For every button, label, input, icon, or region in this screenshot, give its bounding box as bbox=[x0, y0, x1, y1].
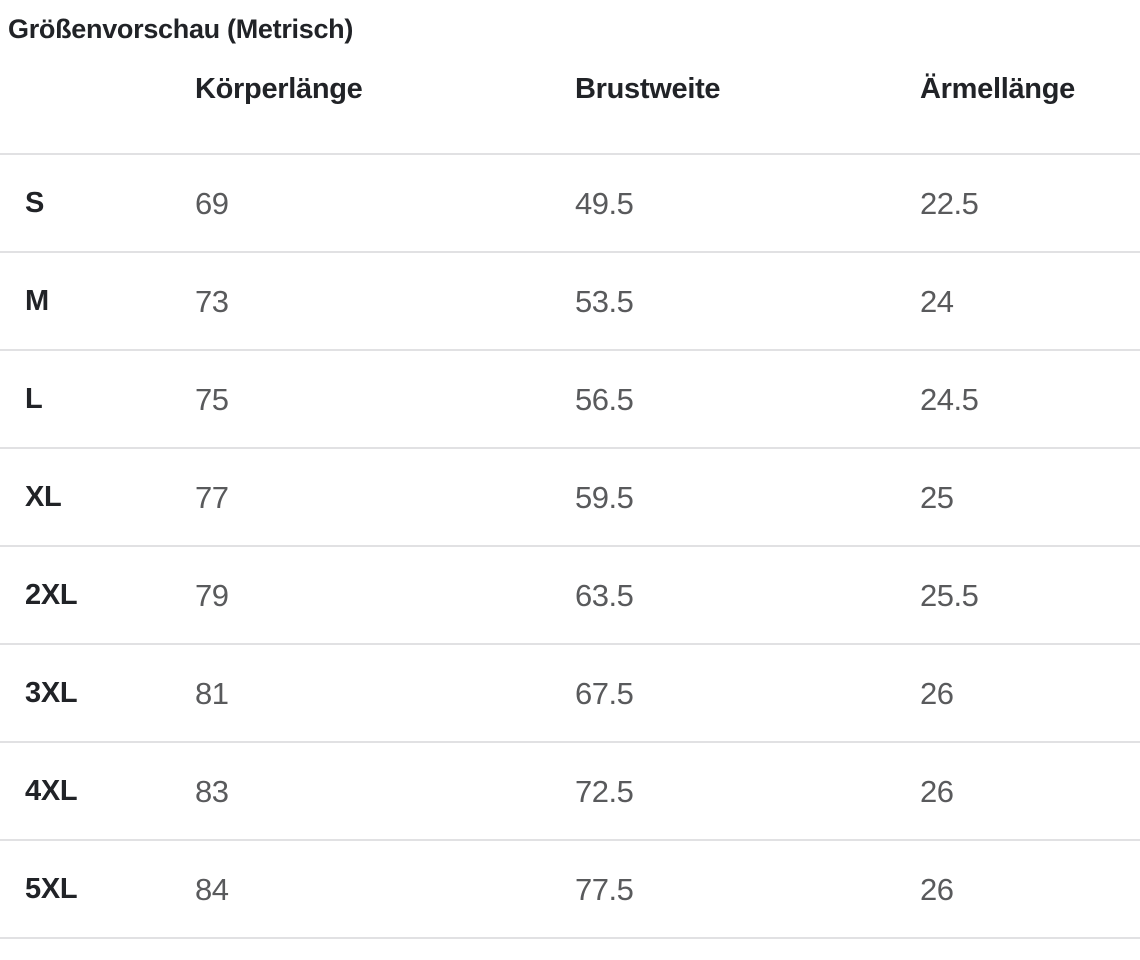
value-cell-sleeve-length: 22.5 bbox=[920, 185, 979, 221]
size-label-cell: 2XL bbox=[25, 578, 78, 611]
value-cell-body-length: 83 bbox=[195, 773, 229, 809]
size-label-cell: M bbox=[25, 284, 49, 317]
value-cell-sleeve-length: 25.5 bbox=[920, 577, 979, 613]
table-row: XL 77 59.5 25 bbox=[0, 449, 1140, 547]
size-label-cell: L bbox=[25, 382, 43, 415]
table-row: S 69 49.5 22.5 bbox=[0, 155, 1140, 253]
value-cell-body-length: 79 bbox=[195, 577, 229, 613]
table-row: 4XL 83 72.5 26 bbox=[0, 743, 1140, 841]
value-cell-body-length: 77 bbox=[195, 479, 229, 515]
table-row: M 73 53.5 24 bbox=[0, 253, 1140, 351]
table-row: 3XL 81 67.5 26 bbox=[0, 645, 1140, 743]
column-header-body-length: Körperlänge bbox=[195, 73, 363, 105]
value-cell-sleeve-length: 26 bbox=[920, 773, 954, 809]
size-table: Körperlänge Brustweite Ärmellänge S 69 4… bbox=[0, 48, 1140, 939]
value-cell-chest-width: 77.5 bbox=[575, 871, 634, 907]
table-header-row: Körperlänge Brustweite Ärmellänge bbox=[0, 48, 1140, 155]
column-header-sleeve-length: Ärmellänge bbox=[920, 73, 1075, 105]
size-label-cell: S bbox=[25, 186, 45, 219]
value-cell-chest-width: 67.5 bbox=[575, 675, 634, 711]
value-cell-sleeve-length: 24.5 bbox=[920, 381, 979, 417]
size-label-cell: 3XL bbox=[25, 676, 78, 709]
value-cell-body-length: 75 bbox=[195, 381, 229, 417]
value-cell-sleeve-length: 25 bbox=[920, 479, 954, 515]
value-cell-sleeve-length: 24 bbox=[920, 283, 954, 319]
value-cell-body-length: 81 bbox=[195, 675, 229, 711]
value-cell-sleeve-length: 26 bbox=[920, 871, 954, 907]
value-cell-chest-width: 59.5 bbox=[575, 479, 634, 515]
value-cell-sleeve-length: 26 bbox=[920, 675, 954, 711]
table-row: 2XL 79 63.5 25.5 bbox=[0, 547, 1140, 645]
value-cell-chest-width: 53.5 bbox=[575, 283, 634, 319]
value-cell-body-length: 84 bbox=[195, 871, 229, 907]
table-row: L 75 56.5 24.5 bbox=[0, 351, 1140, 449]
chart-title: Größenvorschau (Metrisch) bbox=[8, 14, 354, 44]
size-label-cell: 4XL bbox=[25, 774, 78, 807]
value-cell-chest-width: 49.5 bbox=[575, 185, 634, 221]
value-cell-chest-width: 56.5 bbox=[575, 381, 634, 417]
size-label-cell: 5XL bbox=[25, 872, 78, 905]
value-cell-chest-width: 72.5 bbox=[575, 773, 634, 809]
value-cell-body-length: 73 bbox=[195, 283, 229, 319]
table-row: 5XL 84 77.5 26 bbox=[0, 841, 1140, 939]
size-label-cell: XL bbox=[25, 480, 62, 513]
value-cell-body-length: 69 bbox=[195, 185, 229, 221]
column-header-chest-width: Brustweite bbox=[575, 73, 721, 105]
value-cell-chest-width: 63.5 bbox=[575, 577, 634, 613]
